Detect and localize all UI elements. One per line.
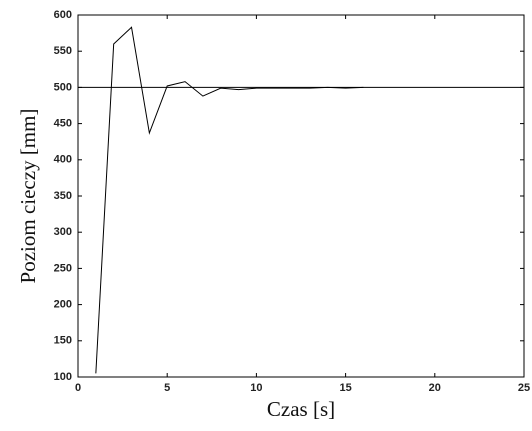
x-tick-label: 10 bbox=[250, 382, 262, 394]
data-line bbox=[95, 26, 364, 374]
y-tick-label: 450 bbox=[54, 118, 72, 130]
plot-frame bbox=[77, 14, 525, 378]
y-tick-label: 400 bbox=[54, 154, 72, 166]
x-tick-label: 15 bbox=[339, 382, 351, 394]
x-tick-label: 0 bbox=[75, 382, 81, 394]
y-tick-label: 150 bbox=[54, 335, 72, 347]
y-tick-label: 300 bbox=[54, 226, 72, 238]
y-tick-label: 200 bbox=[54, 299, 72, 311]
y-tick-label: 550 bbox=[54, 45, 72, 57]
y-tick-label: 100 bbox=[54, 371, 72, 383]
x-tick-label: 25 bbox=[518, 382, 530, 394]
y-tick-label: 600 bbox=[54, 9, 72, 21]
y-tick-label: 500 bbox=[54, 81, 72, 93]
y-tick-label: 250 bbox=[54, 262, 72, 274]
x-tick-label: 20 bbox=[429, 382, 441, 394]
y-tick-label: 350 bbox=[54, 190, 72, 202]
x-axis-title: Czas [s] bbox=[267, 397, 335, 421]
x-tick-label: 5 bbox=[164, 382, 170, 394]
y-axis-title: Poziom cieczy [mm] bbox=[16, 109, 40, 284]
